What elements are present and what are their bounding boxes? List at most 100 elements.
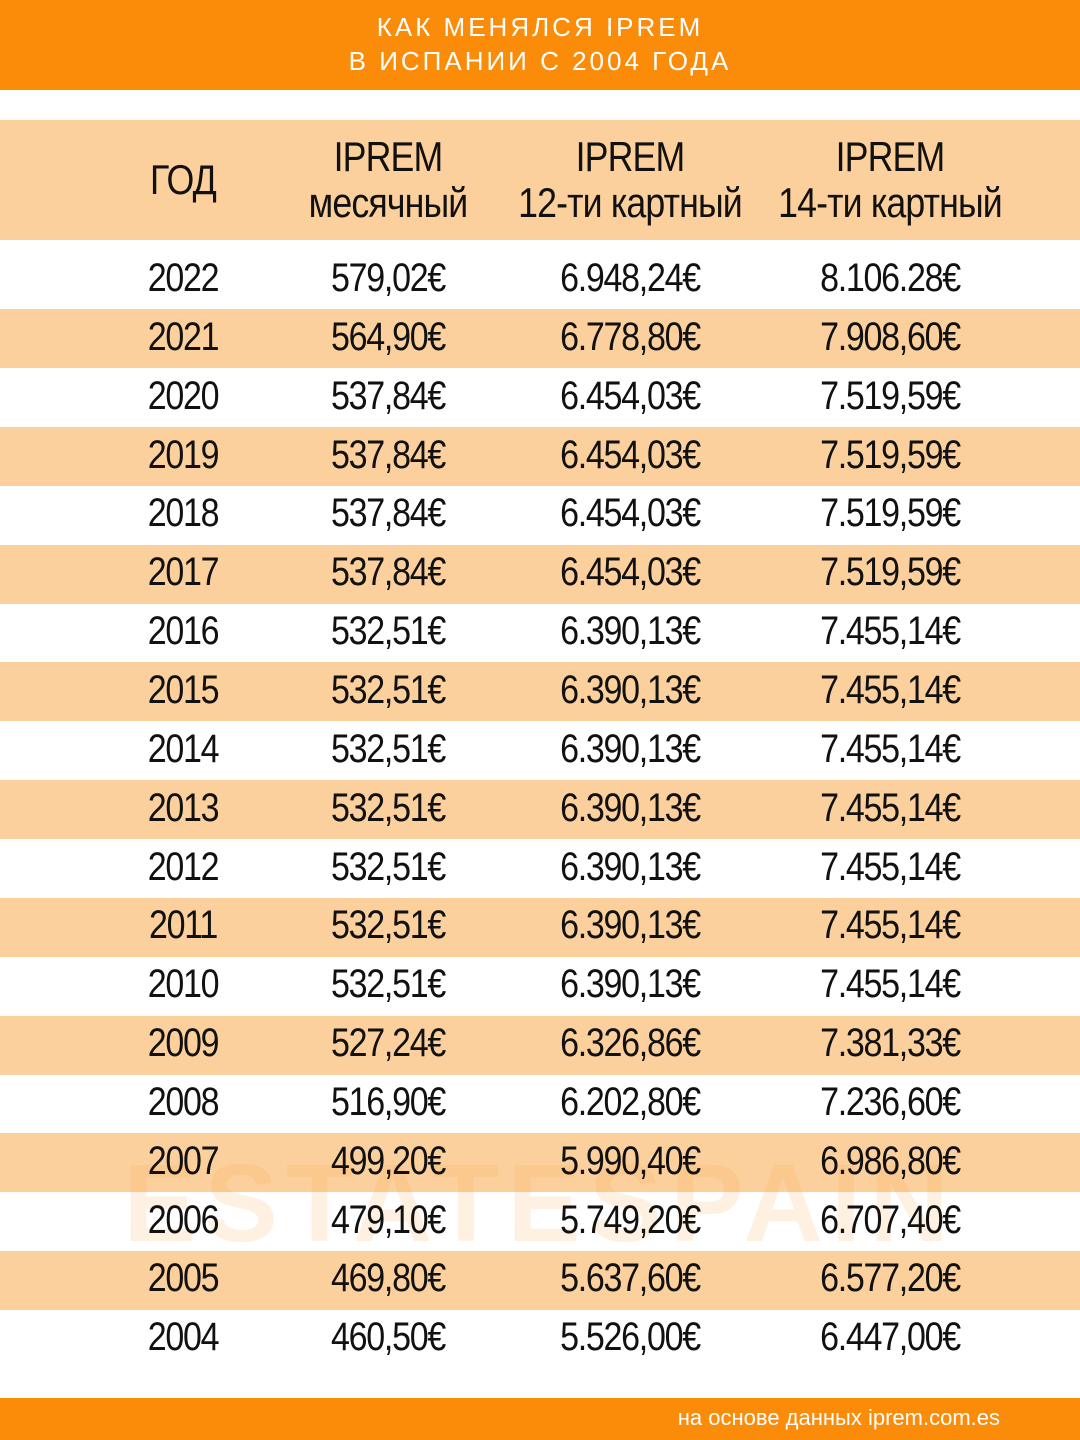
- cell: 527,24€: [331, 1021, 446, 1066]
- cell: 2019: [147, 432, 220, 477]
- cell: 532,51€: [331, 667, 446, 712]
- cell: 5.637,60€: [560, 1256, 701, 1301]
- cell: 532,51€: [331, 962, 446, 1007]
- cell: 2011: [148, 903, 218, 948]
- cell: 7.455,14€: [820, 903, 961, 948]
- cell: 7.455,14€: [820, 726, 961, 771]
- column-header: IPREM: [575, 133, 686, 180]
- cell: 2008: [147, 1079, 220, 1124]
- title-line: КАК МЕНЯЛСЯ IPREM: [376, 12, 704, 42]
- cell: 532,51€: [331, 726, 446, 771]
- cell: 6.390,13€: [560, 726, 701, 771]
- header-row: [0, 120, 1080, 240]
- column-header: IPREM: [835, 133, 946, 180]
- cell: 7.455,14€: [820, 609, 961, 654]
- cell: 516,90€: [331, 1079, 446, 1124]
- cell: 2007: [147, 1138, 220, 1183]
- cell: 7.381,33€: [820, 1021, 961, 1066]
- cell: 2005: [147, 1256, 220, 1301]
- cell: 7.519,59€: [820, 432, 961, 477]
- title-band: [0, 0, 1080, 90]
- row-band: [0, 780, 1080, 840]
- cell: 564,90€: [331, 314, 446, 359]
- cell: 2009: [147, 1021, 220, 1066]
- cell: 6.577,20€: [820, 1256, 961, 1301]
- cell: 2006: [147, 1197, 220, 1242]
- cell: 7.455,14€: [820, 785, 961, 830]
- cell: 6.202,80€: [560, 1079, 701, 1124]
- cell: 2016: [147, 609, 220, 654]
- cell: 6.390,13€: [560, 609, 701, 654]
- cell: 2015: [147, 667, 220, 712]
- row-band: [0, 544, 1080, 604]
- cell: 6.948,24€: [560, 256, 701, 300]
- cell: 6.390,13€: [560, 903, 701, 948]
- cell: 460,50€: [331, 1315, 446, 1360]
- source: на основе данных iprem.com.es: [677, 1405, 1000, 1430]
- cell: 2010: [147, 962, 220, 1007]
- cell: 6.454,03€: [560, 432, 701, 477]
- row-band: [0, 1250, 1080, 1310]
- row-band: [0, 309, 1080, 369]
- cell: 532,51€: [331, 609, 446, 654]
- cell: 469,80€: [331, 1256, 446, 1301]
- watermark: ESTATESPAIN: [123, 1142, 957, 1265]
- cell: 579,02€: [331, 256, 446, 300]
- cell: 537,84€: [331, 491, 446, 536]
- cell: 537,84€: [331, 550, 446, 595]
- cell: 2017: [147, 550, 220, 595]
- cell: 537,84€: [331, 373, 446, 418]
- cell: 6.778,80€: [560, 314, 701, 359]
- cell: 2013: [147, 785, 220, 830]
- cell: 2018: [147, 491, 220, 536]
- cell: 2014: [147, 726, 220, 771]
- cell: 7.455,14€: [820, 667, 961, 712]
- cell: 532,51€: [331, 785, 446, 830]
- column-header: 14-ти картный: [778, 179, 1003, 226]
- row-band: [0, 427, 1080, 487]
- cell: 537,84€: [331, 432, 446, 477]
- row-band: [0, 1133, 1080, 1193]
- cell: 7.519,59€: [820, 550, 961, 595]
- cell: 2012: [147, 844, 220, 889]
- footer-band: [0, 1398, 1080, 1440]
- cell: 7.455,14€: [820, 962, 961, 1007]
- row-band: [0, 897, 1080, 957]
- cell: 499,20€: [331, 1138, 446, 1183]
- cell: 6.454,03€: [560, 373, 701, 418]
- cell: 6.390,13€: [560, 667, 701, 712]
- cell: 2022: [147, 256, 220, 300]
- cell: 6.390,13€: [560, 844, 701, 889]
- cell: 7.519,59€: [820, 491, 961, 536]
- cell: 6.326,86€: [560, 1021, 701, 1066]
- cell: 6.986,80€: [820, 1138, 961, 1183]
- cell: 7.236,60€: [820, 1079, 961, 1124]
- column-header: IPREM: [333, 133, 444, 180]
- cell: 8.106.28€: [820, 256, 961, 300]
- column-header: месячный: [308, 179, 469, 226]
- column-header: 12-ти картный: [518, 179, 743, 226]
- cell: 6.707,40€: [820, 1197, 961, 1242]
- cell: 6.447,00€: [820, 1315, 961, 1360]
- cell: 479,10€: [331, 1197, 446, 1242]
- cell: 7.455,14€: [820, 844, 961, 889]
- cell: 7.519,59€: [820, 373, 961, 418]
- cell: 2004: [147, 1315, 220, 1360]
- title-line: В ИСПАНИИ С 2004 ГОДА: [348, 46, 732, 76]
- cell: 7.908,60€: [820, 314, 961, 359]
- cell: 6.390,13€: [560, 962, 701, 1007]
- cell: 5.749,20€: [560, 1197, 701, 1242]
- cell: 532,51€: [331, 844, 446, 889]
- cell: 6.454,03€: [560, 491, 701, 536]
- cell: 2021: [147, 314, 220, 359]
- row-band: [0, 662, 1080, 722]
- cell: 532,51€: [331, 903, 446, 948]
- cell: 5.990,40€: [560, 1138, 701, 1183]
- cell: 6.454,03€: [560, 550, 701, 595]
- cell: 6.390,13€: [560, 785, 701, 830]
- column-header: ГОД: [150, 156, 217, 203]
- cell: 5.526,00€: [560, 1315, 701, 1360]
- row-band: [0, 1015, 1080, 1075]
- cell: 2020: [147, 373, 220, 418]
